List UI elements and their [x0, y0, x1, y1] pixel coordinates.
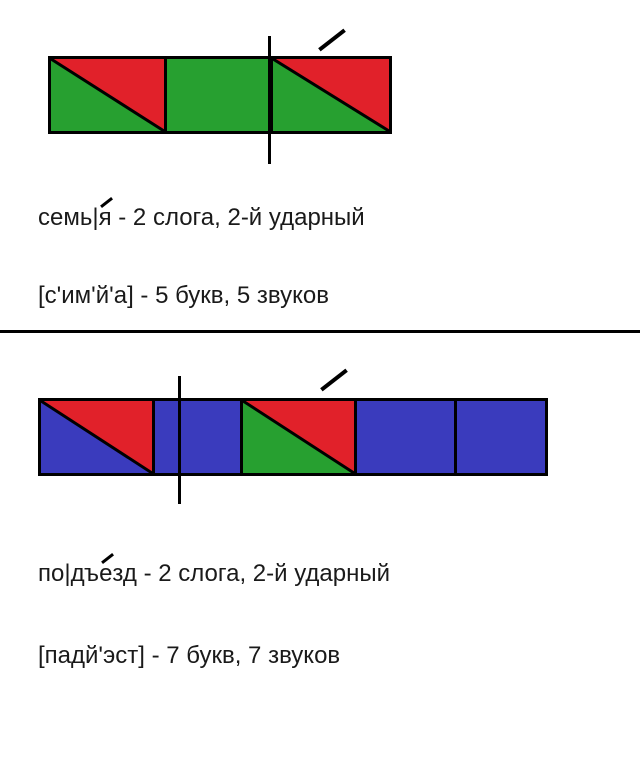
syllable-divider-1 [268, 36, 271, 164]
word-analysis-line-2: по|дъезд - 2 слога, 2-й ударный [38, 560, 390, 589]
sound-scheme-row-2 [38, 398, 548, 476]
word-suffix: зд - 2 слога, 2-й ударный [112, 560, 390, 587]
sound-cell [155, 401, 243, 473]
phonetic-diagram-page: семь|я - 2 слога, 2-й ударный [с'им'й'а]… [0, 0, 640, 758]
sound-cell [457, 401, 545, 473]
stressed-letter: я [99, 204, 112, 233]
word-suffix: - 2 слога, 2-й ударный [112, 204, 365, 231]
sound-cell [357, 401, 457, 473]
sound-cell [41, 401, 155, 473]
transcription-line-1: [с'им'й'а] - 5 букв, 5 звуков [38, 282, 329, 311]
transcription-line-2: [падй'эст] - 7 букв, 7 звуков [38, 642, 340, 671]
sound-cell [273, 59, 389, 131]
syllable-divider-2 [178, 376, 181, 504]
word-analysis-line-1: семь|я - 2 слога, 2-й ударный [38, 204, 365, 233]
section-divider [0, 330, 640, 333]
word-prefix: по|дъ [38, 560, 99, 587]
stressed-letter: е [99, 560, 112, 589]
stress-mark-1 [318, 29, 346, 52]
word-prefix: семь| [38, 204, 99, 231]
sound-cell [243, 401, 357, 473]
sound-cell [51, 59, 167, 131]
sound-cell [167, 59, 273, 131]
stress-mark-2 [320, 369, 348, 392]
sound-scheme-row-1 [48, 56, 392, 134]
